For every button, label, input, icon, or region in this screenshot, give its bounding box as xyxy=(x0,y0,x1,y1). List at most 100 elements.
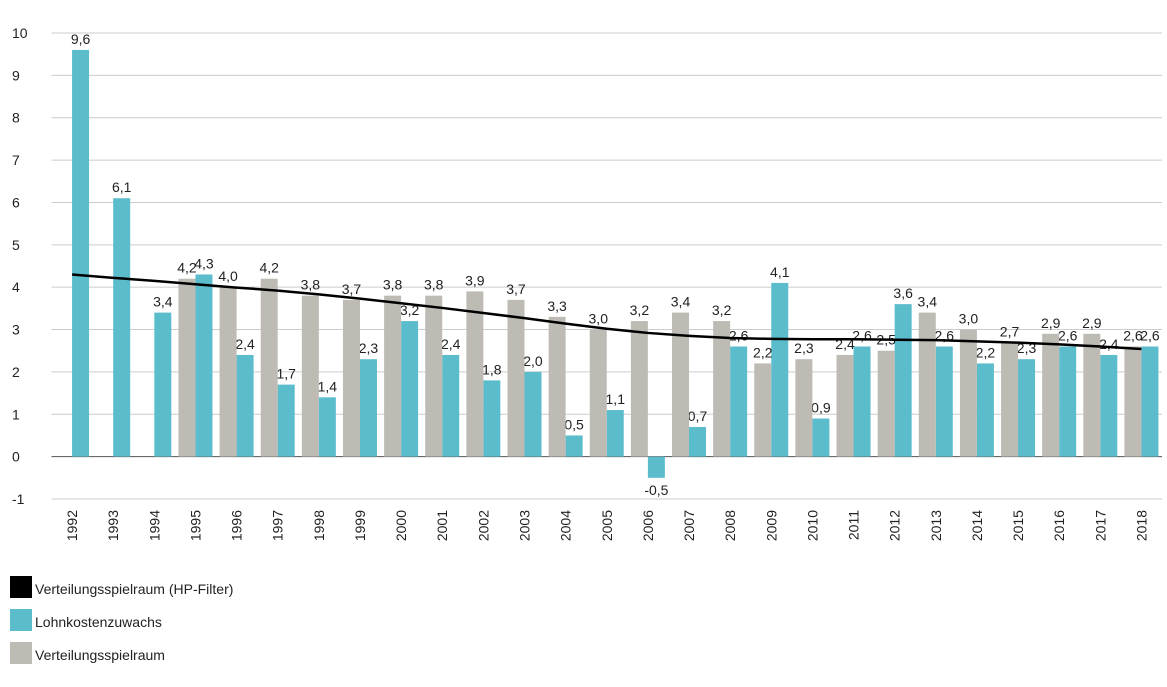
x-tick-label: 1999 xyxy=(352,510,368,541)
data-label: 3,8 xyxy=(383,277,403,293)
data-label: 4,2 xyxy=(259,260,279,276)
data-label: 3,2 xyxy=(712,302,732,318)
data-label: -0,5 xyxy=(644,482,668,498)
bar xyxy=(1042,333,1060,457)
y-tick-label: 6 xyxy=(12,194,20,210)
bar xyxy=(384,295,402,457)
bar xyxy=(606,410,624,457)
x-tick-label: 2016 xyxy=(1051,510,1067,541)
bar xyxy=(1100,354,1118,457)
x-tick-label: 2006 xyxy=(640,510,656,541)
y-tick-label: 1 xyxy=(12,406,20,422)
bar xyxy=(113,198,131,457)
bar xyxy=(195,274,213,457)
data-label: 2,4 xyxy=(1099,336,1119,352)
bar xyxy=(442,354,460,457)
bar xyxy=(236,354,254,457)
y-tick-label: 7 xyxy=(12,152,20,168)
data-label: 4,3 xyxy=(194,255,214,271)
legend-swatch xyxy=(10,609,32,631)
legend-label: Verteilungsspielraum (HP-Filter) xyxy=(35,581,233,597)
x-tick-label: 2003 xyxy=(516,510,532,541)
legend-label: Verteilungsspielraum xyxy=(35,647,165,663)
bar xyxy=(548,316,566,457)
bar xyxy=(178,278,196,457)
data-label: 1,4 xyxy=(318,378,338,394)
data-label: 3,4 xyxy=(671,294,691,310)
x-tick-label: 2002 xyxy=(475,510,491,541)
bar xyxy=(894,304,912,457)
y-tick-label: 5 xyxy=(12,237,20,253)
bar xyxy=(507,299,525,457)
x-tick-label: 2000 xyxy=(393,510,409,541)
bar xyxy=(466,291,484,457)
bar xyxy=(730,346,748,457)
data-label: 3,7 xyxy=(506,281,526,297)
data-label: 2,4 xyxy=(441,336,461,352)
bar xyxy=(713,321,731,457)
data-label: 2,0 xyxy=(523,353,543,369)
bar xyxy=(935,346,953,457)
data-label: 6,1 xyxy=(112,179,132,195)
bar xyxy=(836,354,854,457)
legend-swatch xyxy=(10,642,32,664)
data-label: 3,7 xyxy=(342,281,362,297)
x-tick-label: 2017 xyxy=(1092,510,1108,541)
bar xyxy=(877,350,895,457)
x-tick-label: 2014 xyxy=(969,510,985,541)
bar xyxy=(1083,333,1101,457)
data-label: 4,2 xyxy=(177,260,197,276)
bar xyxy=(1141,346,1159,457)
bar xyxy=(812,418,830,457)
bar xyxy=(565,435,583,457)
data-label: 0,5 xyxy=(564,416,584,432)
data-label: 1,8 xyxy=(482,361,502,377)
y-tick-label: 3 xyxy=(12,322,20,338)
bar xyxy=(630,321,648,457)
x-tick-label: 1998 xyxy=(311,510,327,541)
x-tick-label: 2012 xyxy=(887,510,903,541)
data-label: 3,8 xyxy=(424,277,444,293)
data-label: 3,2 xyxy=(630,302,650,318)
data-label: 2,3 xyxy=(794,340,814,356)
data-label: 2,6 xyxy=(1123,327,1143,343)
y-tick-label: 0 xyxy=(12,449,20,465)
bar xyxy=(318,397,336,457)
y-tick-label: 9 xyxy=(12,67,20,83)
data-label: 3,4 xyxy=(918,294,938,310)
bar xyxy=(754,363,772,457)
bar xyxy=(672,312,690,457)
x-tick-label: 1994 xyxy=(146,510,162,541)
x-tick-label: 2005 xyxy=(599,510,615,541)
bar xyxy=(260,278,278,457)
x-tick-label: 2009 xyxy=(763,510,779,541)
data-label: 1,7 xyxy=(276,366,296,382)
bar xyxy=(589,329,607,457)
x-tick-label: 1993 xyxy=(105,510,121,541)
data-label: 2,7 xyxy=(1000,323,1020,339)
data-label: 2,2 xyxy=(753,344,773,360)
x-tick-label: 2004 xyxy=(558,510,574,541)
x-tick-label: 2011 xyxy=(846,510,862,540)
y-tick-label: 10 xyxy=(12,25,28,41)
legend-label: Lohnkostenzuwachs xyxy=(35,614,162,630)
data-label: 3,9 xyxy=(465,272,485,288)
bar xyxy=(1018,359,1036,457)
bar xyxy=(524,371,542,457)
data-label: 2,9 xyxy=(1041,315,1061,331)
x-tick-label: 2008 xyxy=(722,510,738,541)
y-tick-label: 8 xyxy=(12,110,20,126)
data-label: 2,6 xyxy=(1058,327,1078,343)
data-label: 1,1 xyxy=(606,391,626,407)
x-tick-label: 2013 xyxy=(928,510,944,541)
data-label: 2,6 xyxy=(852,327,872,343)
data-label: 2,4 xyxy=(235,336,255,352)
bar xyxy=(483,380,501,457)
bar xyxy=(277,384,295,457)
bar xyxy=(771,282,789,457)
data-label: 2,3 xyxy=(359,340,379,356)
bar xyxy=(795,359,813,457)
bar xyxy=(1001,342,1019,457)
data-label: 0,7 xyxy=(688,408,708,424)
data-label: 9,6 xyxy=(71,31,91,47)
